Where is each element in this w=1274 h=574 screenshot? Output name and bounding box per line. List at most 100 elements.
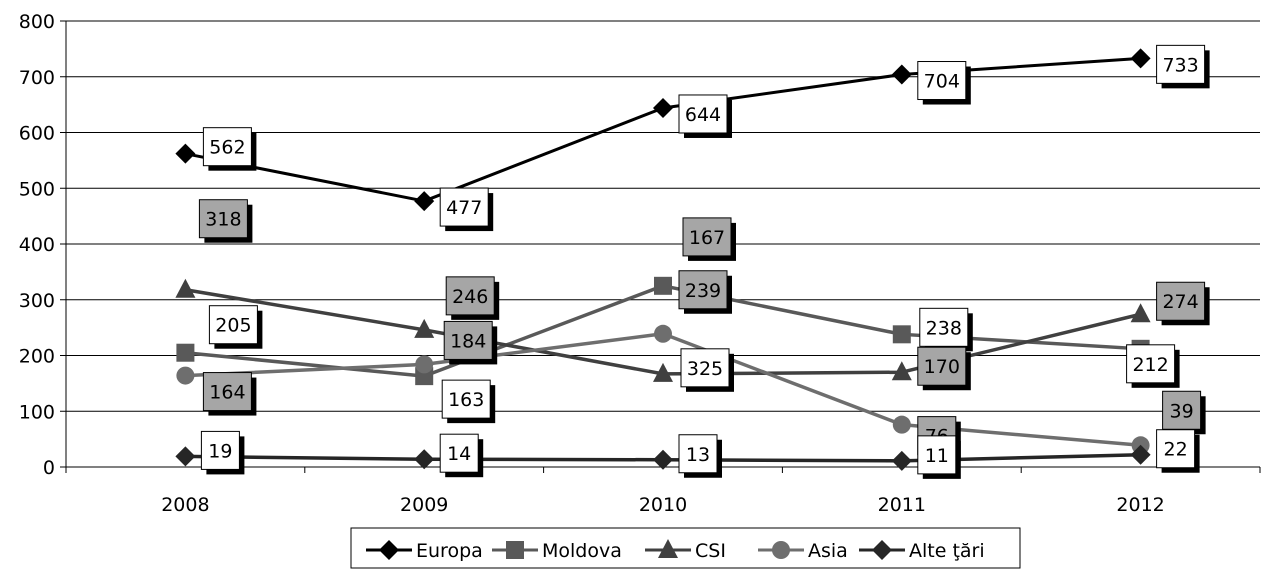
- label-box: [1156, 281, 1206, 321]
- data-label: 704: [924, 71, 960, 93]
- series-europa-line: [185, 56, 1141, 203]
- legend-label: Europa: [416, 540, 483, 562]
- data-label: 167: [689, 227, 725, 249]
- series-asia-label-2010: 239: [678, 270, 732, 314]
- legend-marker: [506, 541, 524, 559]
- series-alte-ri-point-2009: [414, 449, 435, 470]
- label-box: [441, 379, 491, 419]
- series-alte-ri-point-2011: [891, 450, 912, 471]
- y-tick-label-200: 200: [19, 346, 55, 368]
- data-label: 246: [452, 286, 488, 308]
- series-asia-label-2012: 39: [1162, 390, 1206, 435]
- legend-europa: Europa: [366, 540, 483, 562]
- data-label: 325: [687, 358, 723, 380]
- label-box: [443, 320, 493, 360]
- data-label: 644: [685, 104, 721, 126]
- data-label: 11: [925, 445, 949, 467]
- series-alte-ri-label-2010: 13: [678, 434, 722, 478]
- label-box: [919, 307, 969, 347]
- legend-moldova: Moldova: [492, 540, 622, 562]
- series-europa-point-2010: [653, 97, 673, 118]
- data-label: 318: [205, 209, 241, 231]
- x-tick-label-2010: 2010: [639, 494, 687, 516]
- data-label: 170: [924, 356, 960, 378]
- data-label: 164: [209, 382, 245, 404]
- series-moldova-point-2011: [892, 325, 911, 344]
- data-label: 238: [926, 317, 962, 339]
- legend-marker: [379, 540, 399, 560]
- legend-marker: [772, 541, 790, 559]
- data-label: 274: [1162, 291, 1198, 313]
- label-box: [202, 127, 252, 167]
- series-csi-point-2012: [1130, 303, 1151, 323]
- label-box: [678, 270, 728, 310]
- series-csi-label-2011: 170: [917, 346, 971, 391]
- y-tick-label-600: 600: [19, 123, 55, 145]
- series-alte-ri-point-2010: [653, 449, 673, 470]
- series-europa-point-2011: [891, 64, 912, 85]
- label-box: [917, 346, 967, 386]
- series-europa-label-2011: 704: [917, 61, 971, 105]
- label-box: [1162, 390, 1202, 430]
- x-tick-label-2012: 2012: [1116, 494, 1164, 516]
- label-box: [208, 305, 258, 345]
- data-label: 39: [1170, 400, 1194, 422]
- x-tick-label-2011: 2011: [878, 494, 926, 516]
- series-moldova-point-2010: [654, 276, 672, 295]
- series-moldova-label-2009: 163: [441, 379, 496, 424]
- series-alte-ri-label-2012: 22: [1156, 429, 1200, 473]
- label-box: [680, 348, 730, 388]
- data-label: 562: [209, 137, 245, 159]
- label-box: [439, 433, 479, 473]
- series-lines: [175, 48, 1151, 471]
- series-csi-label-2008: 318: [198, 199, 253, 243]
- data-label: 14: [447, 443, 471, 465]
- label-box: [1156, 429, 1196, 469]
- gridlines: [66, 20, 1260, 412]
- series-europa-point-2008: [175, 143, 196, 164]
- legend-label: Alte ţări: [909, 540, 985, 562]
- legend-label: CSI: [695, 540, 726, 562]
- series-asia-label-2009: 184: [443, 320, 498, 365]
- series-asia-point-2008: [176, 366, 195, 385]
- series-europa-label-2008: 562: [202, 127, 257, 171]
- label-box: [678, 94, 728, 134]
- legend-label: Moldova: [542, 540, 622, 562]
- y-tick-label-400: 400: [19, 234, 55, 256]
- data-label: 13: [686, 444, 710, 466]
- series-alte-ri-point-2008: [175, 446, 196, 467]
- data-labels: 562 477 644 704 733 205 163 325 238 212 318 246 167 1…: [198, 44, 1210, 479]
- series-europa-label-2009: 477: [439, 187, 494, 232]
- data-label: 239: [685, 280, 721, 302]
- y-tick-label-300: 300: [19, 290, 55, 312]
- legend-csi: CSI: [645, 539, 726, 562]
- legend-alte-ri: Alte ţări: [859, 540, 985, 562]
- x-tick-label-2008: 2008: [161, 494, 209, 516]
- series-moldova-label-2008: 205: [208, 305, 263, 349]
- series-csi-point-2008: [175, 278, 196, 298]
- y-tick-label-700: 700: [19, 67, 55, 89]
- series-asia-label-2008: 164: [202, 372, 257, 416]
- data-label: 205: [215, 315, 251, 337]
- label-box: [202, 372, 252, 412]
- series-alte-ri-label-2011: 11: [917, 435, 961, 479]
- legend-asia: Asia: [758, 540, 848, 562]
- series-csi-label-2012: 274: [1156, 281, 1210, 326]
- x-tick-label-2009: 2009: [400, 494, 448, 516]
- series-asia-point-2009: [415, 355, 434, 374]
- label-box: [439, 187, 489, 227]
- y-tick-label-0: 0: [43, 457, 55, 479]
- series-asia-point-2010: [654, 324, 672, 343]
- series-csi-label-2009: 246: [445, 276, 500, 320]
- series-europa-point-2012: [1130, 48, 1151, 69]
- y-tick-label-100: 100: [19, 401, 55, 423]
- series-csi-point-2011: [891, 361, 912, 381]
- data-label: 184: [450, 330, 486, 352]
- label-box: [1156, 44, 1206, 84]
- data-label: 212: [1132, 354, 1168, 376]
- legend-box: [350, 527, 1021, 569]
- series-alte-ri-point-2012: [1130, 444, 1151, 465]
- label-box: [917, 61, 967, 101]
- data-label: 19: [208, 440, 232, 462]
